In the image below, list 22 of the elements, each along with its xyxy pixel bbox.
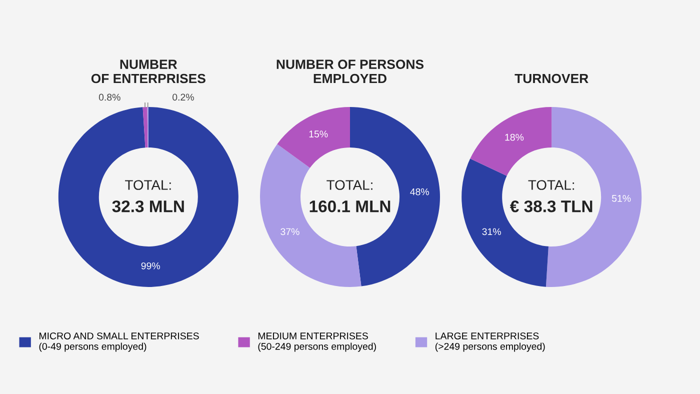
data-label: 99% [141, 262, 160, 270]
data-label: 31% [482, 228, 501, 236]
text: TOTAL: 160.1 MLN [310, 180, 390, 212]
legend-label: MICRO AND SMALL ENTERPRISES (0-49 persons employed) [39, 332, 199, 352]
data-label: 18% [505, 134, 524, 141]
legend-label: LARGE ENTERPRISES (>249 persons employed) [435, 332, 545, 352]
data-label: 15% [309, 130, 328, 138]
donut-slice [277, 107, 350, 168]
data-label: 37% [280, 228, 300, 236]
data-label: 51% [612, 194, 631, 202]
donut-slice [58, 107, 238, 287]
data-label: 0.2% [172, 94, 194, 101]
text: TOTAL: € 38.3 TLN [510, 180, 592, 212]
donut-slice [142, 107, 148, 148]
text: TOTAL: 32.3 MLN [112, 180, 184, 212]
legend-label: MEDIUM ENTERPRISES (50-249 persons employed) [258, 332, 376, 352]
chart-title: NUMBER OF PERSONS EMPLOYED [276, 60, 424, 84]
data-label: 48% [410, 188, 429, 196]
chart-title: TURNOVER [514, 74, 588, 84]
donut-slice [470, 107, 552, 176]
chart-title: NUMBER OF ENTERPRISES [91, 60, 206, 84]
data-label: 0.8% [98, 94, 120, 101]
